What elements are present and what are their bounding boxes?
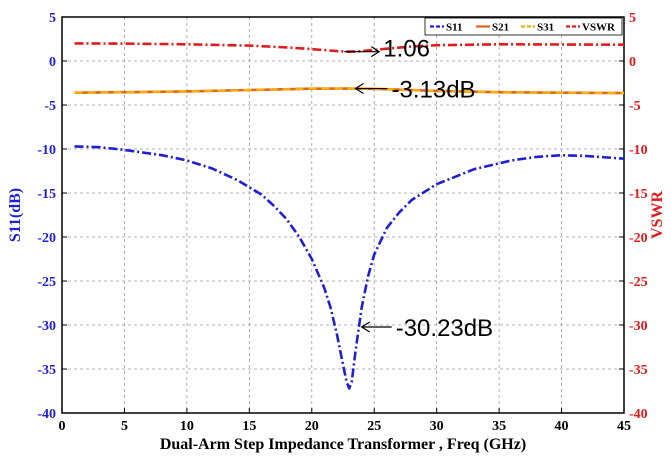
y-tick-label-right: -30: [629, 319, 648, 334]
legend-label-s11: S11: [446, 22, 463, 34]
annotation-arrowhead-s11: [360, 321, 371, 333]
series-line-s11: [74, 145, 625, 390]
x-tick-label: 45: [617, 419, 631, 434]
y-tick-label-left: -30: [37, 319, 56, 334]
y-tick-label-left: 5: [49, 11, 56, 26]
x-tick-label: 10: [180, 419, 194, 434]
legend: S11 S21 S31 VSWR: [424, 17, 623, 36]
annotation-arrowhead-s21: [354, 83, 364, 95]
y-tick-label-left: -15: [37, 187, 56, 202]
y-tick-label-left: -25: [37, 275, 56, 290]
annotations: 1.06 -3.13dB -30.23dB: [344, 36, 493, 342]
y-tick-label-right: -20: [629, 231, 648, 246]
x-tick-label: 0: [59, 419, 66, 434]
y-tick-label-right: -25: [629, 275, 648, 290]
y-tick-label-right: -40: [629, 407, 648, 422]
x-tick-label: 20: [305, 419, 319, 434]
y-tick-label-right: 0: [629, 55, 636, 70]
series-layer: [74, 42, 625, 390]
annotation-vswr-min: 1.06: [383, 36, 430, 63]
y-tick-label-left: 0: [49, 55, 56, 70]
y-tick-label-right: 5: [629, 11, 636, 26]
legend-label-vswr: VSWR: [582, 22, 616, 34]
annotation-arrowhead-vswr: [370, 46, 381, 58]
y-tick-label-right: -5: [629, 99, 641, 114]
y-tick-label-left: -20: [37, 231, 56, 246]
grid: [62, 17, 624, 413]
y-axis-title-left: S11(dB): [7, 188, 24, 242]
x-tick-label: 5: [121, 419, 128, 434]
series-line-s31: [74, 87, 625, 95]
y-tick-label-left: -5: [44, 99, 56, 114]
y-axis-title-right: VSWR: [649, 191, 666, 239]
y-tick-label-left: -40: [37, 407, 56, 422]
y-tick-label-right: -15: [629, 187, 648, 202]
annotation-s11-min: -30.23dB: [396, 315, 493, 342]
legend-label-s31: S31: [537, 22, 554, 34]
x-tick-label: 35: [492, 419, 506, 434]
legend-label-s21: S21: [492, 22, 509, 34]
x-tick-label: 15: [242, 419, 256, 434]
x-tick-label: 40: [555, 419, 569, 434]
plot-frame: [61, 16, 625, 414]
y-tick-label-left: -35: [37, 363, 56, 378]
y-tick-label-right: -35: [629, 363, 648, 378]
x-tick-label: 30: [430, 419, 444, 434]
x-tick-label: 25: [367, 419, 381, 434]
ticks-layer: 0 5 10 15 20 25 30 35 40 45 5 5 0 0 -5 -5 -10 -10 -15 -15 -2…: [37, 11, 647, 434]
annotation-s21-max: -3.13dB: [391, 77, 475, 104]
y-tick-label-right: -10: [629, 143, 648, 158]
x-axis-title: Dual-Arm Step Impedance Transformer , Fr…: [160, 436, 526, 453]
y-tick-label-left: -10: [37, 143, 56, 158]
